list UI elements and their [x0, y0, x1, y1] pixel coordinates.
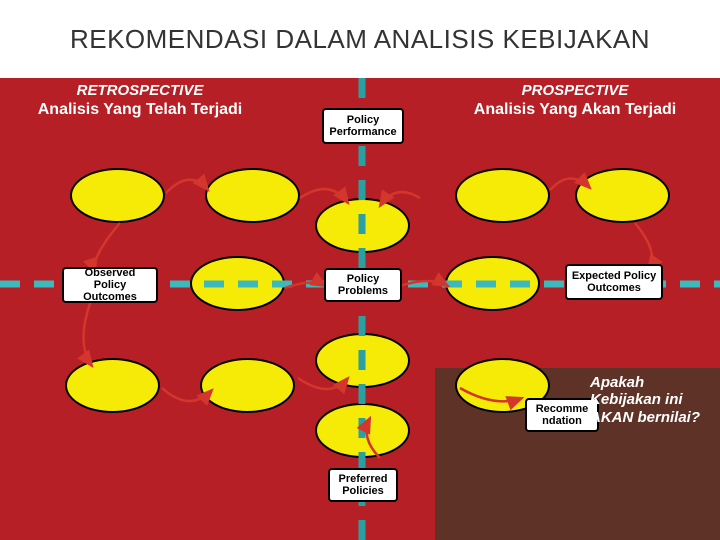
callout-question: Apakah Kebijakan ini AKAN bernilai?: [590, 374, 720, 426]
callout-line1: Apakah: [590, 374, 720, 391]
pros-line2: Analisis Yang Akan Terjadi: [440, 100, 710, 119]
node-label: Recomme ndation: [531, 403, 593, 427]
ellipse: [315, 198, 410, 253]
ellipse: [200, 358, 295, 413]
node-expected-outcomes: Expected Policy Outcomes: [565, 264, 663, 300]
ellipse: [205, 168, 300, 223]
callout-line3: AKAN bernilai?: [590, 409, 720, 426]
title-text: REKOMENDASI DALAM ANALISIS KEBIJAKAN: [70, 24, 650, 55]
prospective-header: PROSPECTIVE Analisis Yang Akan Terjadi: [440, 82, 710, 119]
node-label: Policy Problems: [330, 273, 396, 297]
node-policy-performance: Policy Performance: [322, 108, 404, 144]
page-title: REKOMENDASI DALAM ANALISIS KEBIJAKAN: [0, 0, 720, 78]
retrospective-header: RETROSPECTIVE Analisis Yang Telah Terjad…: [10, 82, 270, 119]
ellipse: [190, 256, 285, 311]
node-label: Observed Policy Outcomes: [68, 267, 152, 303]
ellipse: [70, 168, 165, 223]
retro-line1: RETROSPECTIVE: [10, 82, 270, 100]
ellipse: [315, 333, 410, 388]
callout-line2: Kebijakan ini: [590, 391, 720, 408]
node-policy-problems: Policy Problems: [324, 268, 402, 302]
node-observed-outcomes: Observed Policy Outcomes: [62, 267, 158, 303]
ellipse: [315, 403, 410, 458]
node-recommendation: Recomme ndation: [525, 398, 599, 432]
ellipse: [575, 168, 670, 223]
node-label: Expected Policy Outcomes: [571, 270, 657, 294]
node-label: Policy Performance: [328, 114, 398, 138]
pros-line1: PROSPECTIVE: [440, 82, 710, 100]
ellipse: [455, 168, 550, 223]
node-label: Preferred Policies: [334, 473, 392, 497]
ellipse: [445, 256, 540, 311]
retro-line2: Analisis Yang Telah Terjadi: [10, 100, 270, 119]
node-preferred-policies: Preferred Policies: [328, 468, 398, 502]
ellipse: [65, 358, 160, 413]
diagram-area: RETROSPECTIVE Analisis Yang Telah Terjad…: [0, 78, 720, 540]
